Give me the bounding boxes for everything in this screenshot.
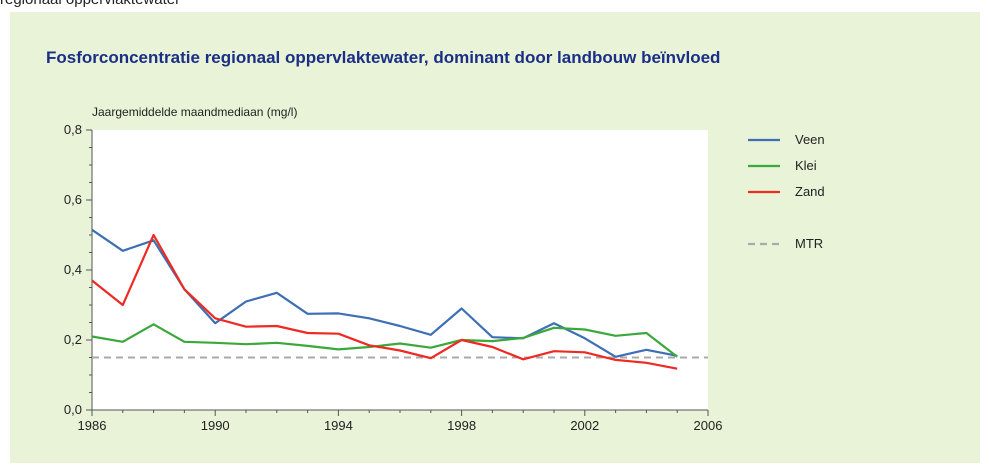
- legend-label-mtr: MTR: [795, 236, 823, 251]
- legend: Veen Klei Zand MTR: [748, 132, 825, 251]
- chart-title: Fosforconcentratie regionaal oppervlakte…: [46, 48, 721, 67]
- legend-label-veen: Veen: [795, 132, 825, 147]
- x-axis: 1986 1990 1994 1998 2002 2006: [78, 409, 723, 433]
- legend-label-klei: Klei: [795, 158, 817, 173]
- series-line-klei: [91, 323, 678, 358]
- x-tick-label: 1986: [78, 418, 107, 433]
- x-tick-label: 2002: [570, 418, 599, 433]
- series-layer: [91, 228, 708, 370]
- x-tick-label: 1994: [324, 418, 353, 433]
- legend-label-zand: Zand: [795, 184, 825, 199]
- y-tick-label: 0,8: [64, 122, 82, 137]
- top-caption: regionaal oppervlaktewater: [0, 0, 180, 8]
- y-axis-title: Jaargemiddelde maandmediaan (mg/l): [92, 105, 297, 119]
- series-line-zand: [91, 233, 678, 370]
- y-tick-label: 0,6: [64, 192, 82, 207]
- y-tick-label: 0,2: [64, 332, 82, 347]
- x-tick-label: 1990: [201, 418, 230, 433]
- x-tick-label: 1998: [447, 418, 476, 433]
- y-tick-label: 0,0: [64, 402, 82, 417]
- y-axis: 0,0 0,2 0,4 0,6 0,8: [64, 122, 93, 417]
- x-tick-label: 2006: [694, 418, 723, 433]
- plot-area: [92, 130, 708, 410]
- line-chart: Jaargemiddelde maandmediaan (mg/l) 0,00,…: [64, 105, 825, 433]
- chart-panel: Fosforconcentratie regionaal oppervlakte…: [10, 12, 980, 463]
- y-tick-label: 0,4: [64, 262, 82, 277]
